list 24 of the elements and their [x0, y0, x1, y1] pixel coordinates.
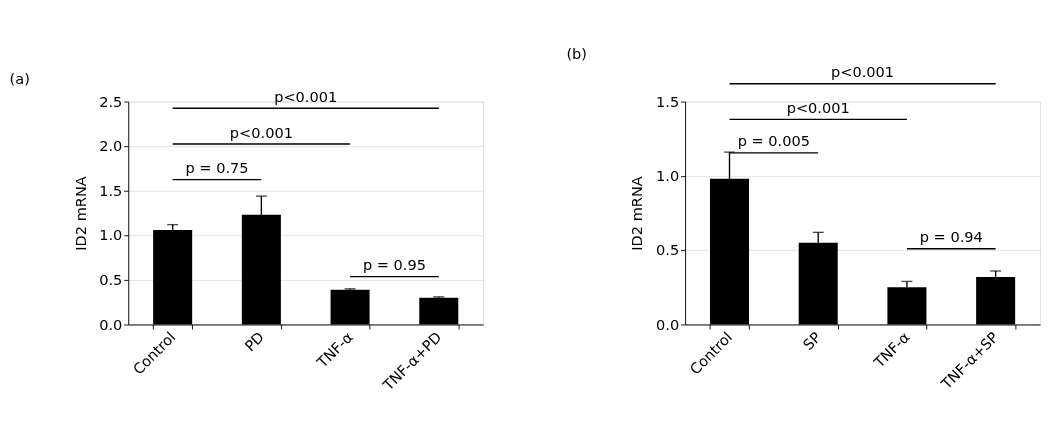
- y-axis-title: ID2 mRNA: [71, 176, 89, 251]
- y-tick-label: 0.0: [99, 315, 123, 333]
- y-tick-label: 1.5: [99, 181, 123, 199]
- chart-title: (b): [566, 45, 588, 63]
- y-tick-label: 1.0: [656, 166, 680, 184]
- x-tick-label: PD: [241, 328, 268, 355]
- chart-title: (a): [9, 69, 30, 87]
- annotation: p<0.001: [786, 99, 850, 117]
- text: p<0.001: [831, 63, 895, 81]
- annotation: p = 0.94: [919, 228, 983, 246]
- y-tick-label: 0.0: [656, 315, 680, 333]
- y-axis-title: ID2 mRNA: [628, 176, 646, 251]
- annotation: p<0.001: [229, 123, 293, 141]
- annotation: p = 0.95: [362, 256, 426, 274]
- annotation: p<0.001: [274, 87, 338, 105]
- x-tick-label: SP: [799, 328, 825, 354]
- y-tick-label: 1.5: [656, 92, 680, 110]
- y-tick-label: 1.0: [99, 226, 123, 244]
- y-tick-label: 0.5: [99, 270, 123, 288]
- annotation: p = 0.75: [185, 159, 249, 177]
- y-tick-label: 2.5: [99, 92, 123, 110]
- y-tick-label: 0.5: [656, 241, 680, 259]
- annotation: p = 0.005: [737, 132, 811, 150]
- y-tick-label: 2.0: [99, 137, 123, 155]
